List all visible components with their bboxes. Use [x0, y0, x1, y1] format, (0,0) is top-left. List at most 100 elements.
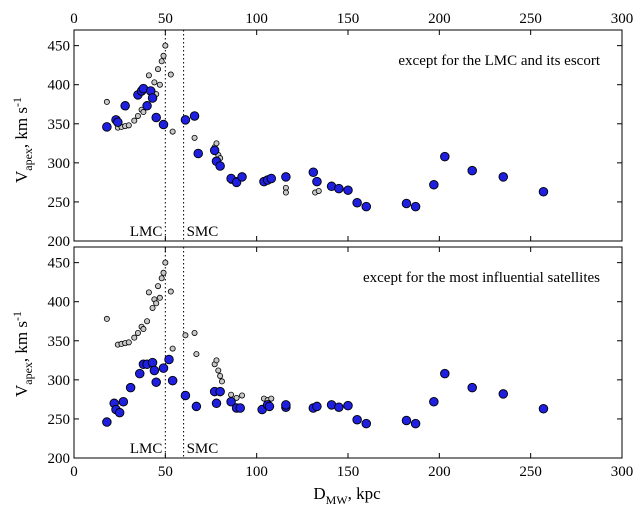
data-point-blue — [264, 401, 275, 412]
data-point-blue — [135, 368, 145, 379]
data-point-blue — [215, 161, 225, 171]
x-tick-label: 250 — [519, 464, 542, 480]
data-point-blue — [149, 365, 160, 376]
x-tick-label: 300 — [611, 464, 634, 480]
y-tick-label: 300 — [48, 156, 71, 172]
data-point-blue — [312, 176, 322, 187]
data-point-blue — [158, 119, 169, 130]
data-point-grey — [213, 357, 220, 364]
data-point-grey — [156, 294, 163, 301]
data-point-blue — [538, 187, 549, 197]
data-point-blue — [211, 398, 222, 409]
panel-annotation: except for the LMC and its escort — [398, 53, 600, 69]
data-point-grey — [144, 318, 151, 325]
data-point-blue — [102, 122, 112, 132]
data-point-blue — [125, 382, 136, 393]
data-point-blue — [114, 407, 125, 418]
y-tick-label: 350 — [48, 117, 71, 133]
data-point-blue — [151, 112, 161, 123]
y-tick-label: 300 — [48, 373, 71, 389]
bottom-panel: 200 250 300 350 400 450 0 50 100 150 200 250 300 LMC S… — [48, 246, 634, 480]
data-point-blue — [308, 167, 319, 177]
y-tick-label: 350 — [48, 334, 71, 350]
data-point-grey — [125, 339, 132, 346]
data-point-grey — [160, 52, 167, 59]
y-tick-label: 450 — [48, 39, 71, 55]
data-point-blue — [191, 401, 202, 412]
data-point-grey — [217, 372, 224, 379]
data-point-grey — [162, 259, 169, 266]
data-point-grey — [233, 394, 240, 401]
y-tick-label: 450 — [48, 256, 71, 272]
data-point-grey — [213, 140, 220, 147]
lmc-label: LMC — [130, 441, 163, 457]
data-point-blue — [120, 101, 130, 111]
data-point-grey — [131, 117, 138, 124]
data-point-blue — [467, 382, 477, 393]
data-point-grey — [151, 79, 158, 86]
data-point-blue — [237, 172, 247, 182]
data-point-grey — [125, 122, 132, 129]
smc-label: SMC — [187, 441, 219, 457]
x-tick-label: 50 — [158, 11, 173, 27]
data-point-grey — [191, 329, 198, 336]
x-tick-label: 150 — [337, 464, 360, 480]
y-tick-label: 200 — [48, 451, 71, 467]
data-point-blue — [410, 418, 421, 429]
data-point-blue — [147, 357, 158, 368]
data-point-grey — [268, 395, 275, 402]
data-point-blue — [401, 198, 412, 209]
data-point-blue — [440, 368, 450, 379]
lmc-label: LMC — [130, 224, 163, 240]
data-point-blue — [147, 93, 158, 103]
x-tick-label: 100 — [245, 464, 268, 480]
data-point-blue — [401, 415, 412, 426]
data-point-grey — [191, 134, 198, 141]
y-axis-label-top: Vapex, km s-1 — [10, 97, 35, 183]
data-point-grey — [169, 345, 176, 352]
data-point-blue — [343, 185, 353, 195]
data-point-grey — [103, 98, 110, 105]
data-point-grey — [228, 391, 235, 398]
data-point-grey — [149, 304, 156, 311]
data-point-blue — [167, 375, 178, 386]
x-tick-label: 200 — [428, 464, 451, 480]
data-point-blue — [189, 111, 200, 121]
data-point-grey — [218, 378, 225, 385]
x-tick-label: 300 — [611, 11, 634, 27]
data-point-grey — [162, 42, 169, 49]
data-point-blue — [180, 390, 191, 401]
data-point-grey — [140, 109, 147, 116]
data-point-blue — [498, 172, 509, 182]
data-point-blue — [352, 414, 362, 425]
data-point-blue — [193, 148, 203, 159]
y-tick-label: 250 — [48, 412, 71, 428]
data-point-grey — [134, 329, 141, 336]
data-point-blue — [440, 151, 450, 162]
x-tick-label: 150 — [337, 11, 360, 27]
data-point-blue — [281, 172, 291, 182]
data-point-blue — [235, 403, 245, 413]
data-point-blue — [429, 396, 439, 407]
data-point-blue — [410, 201, 421, 212]
data-point-blue — [180, 115, 191, 125]
data-point-blue — [343, 400, 353, 411]
data-point-blue — [429, 179, 439, 190]
data-point-blue — [312, 401, 322, 412]
data-point-grey — [131, 334, 138, 341]
data-point-grey — [167, 288, 174, 295]
x-tick-label: 0 — [70, 464, 78, 480]
data-point-grey — [315, 187, 322, 194]
y-axis-label-bottom: Vapex, km s-1 — [10, 311, 35, 397]
data-point-grey — [169, 128, 176, 135]
panel-annotation: except for the most influential satellit… — [363, 270, 600, 286]
data-point-blue — [334, 183, 344, 194]
data-point-blue — [164, 354, 174, 365]
data-point-grey — [215, 367, 222, 374]
data-point-grey — [158, 275, 165, 282]
data-point-blue — [361, 418, 372, 429]
data-point-blue — [158, 363, 169, 373]
data-point-grey — [145, 72, 152, 79]
data-point-blue — [215, 386, 225, 397]
